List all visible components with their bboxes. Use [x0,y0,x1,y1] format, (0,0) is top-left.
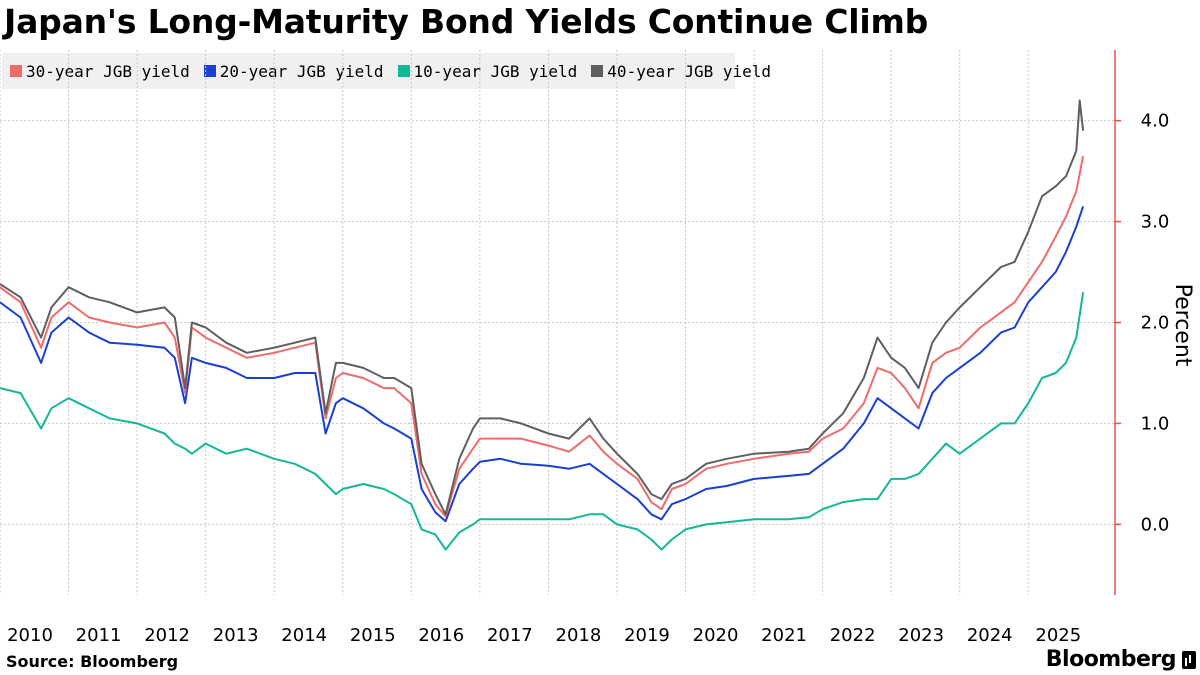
x-tick-label: 2017 [487,625,533,646]
x-tick-label: 2022 [830,625,876,646]
x-tick-label: 2012 [144,625,190,646]
x-tick-label: 2021 [761,625,807,646]
x-tick-label: 2011 [76,625,122,646]
x-tick-label: 2015 [350,625,396,646]
y-tick-label: 4.0 [1141,111,1170,132]
x-tick-label: 2024 [967,625,1013,646]
y-tick-label: 1.0 [1141,413,1170,434]
x-tick-label: 2013 [213,625,259,646]
legend-label: 40-year JGB yield [607,61,772,81]
bloomberg-mark-icon [1182,650,1196,669]
x-tick-label: 2019 [624,625,670,646]
y-axis-title: Percent [1170,284,1195,367]
brand-text: Bloomberg [1045,647,1177,672]
x-tick-label: 2018 [556,625,602,646]
x-tick-label: 2025 [1035,625,1081,646]
legend-swatch [397,65,410,77]
x-tick-label: 2023 [898,625,944,646]
bloomberg-logo: Bloomberg [1046,647,1196,672]
x-tick-label: 2014 [281,625,327,646]
x-tick-label: 2020 [693,625,739,646]
chart-title: Japan's Long-Maturity Bond Yields Contin… [4,2,929,41]
legend-label: 30-year JGB yield [26,61,190,81]
series-line-20-year-jgb-yield [0,206,1085,523]
legend-label: 10-year JGB yield [413,61,578,81]
legend-item: 40-year JGB yield [591,62,771,81]
legend-swatch [203,65,216,77]
y-tick-label: 3.0 [1141,212,1170,233]
series-line-30-year-jgb-yield [0,155,1085,518]
series-line-40-year-jgb-yield [0,99,1085,516]
legend-item: 30-year JGB yield [10,62,190,81]
x-tick-label: 2010 [7,625,53,646]
y-tick-label: 2.0 [1141,313,1170,334]
x-tick-label: 2016 [418,625,464,646]
series-line-10-year-jgb-yield [0,292,1085,551]
y-tick-label: 0.0 [1141,514,1170,535]
source-note: Source: Bloomberg [6,652,179,671]
legend-item: 10-year JGB yield [397,61,578,81]
legend-swatch [591,65,604,77]
legend-swatch [10,65,22,77]
